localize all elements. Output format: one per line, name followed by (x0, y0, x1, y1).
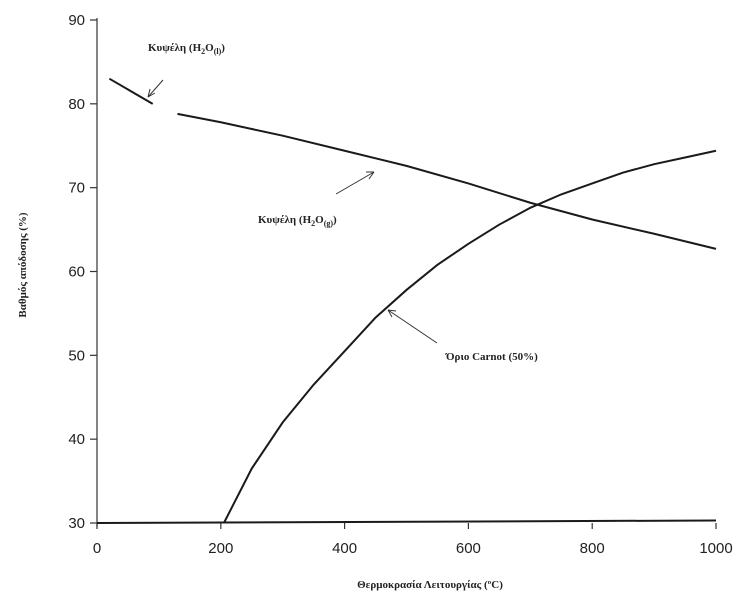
series-baseline (96, 519, 717, 524)
y-tick-label: 70 (68, 180, 85, 197)
y-tick-label: 60 (68, 264, 85, 281)
carnot-limit-arrow (387, 309, 438, 344)
x-axis-title: Θερμοκρασία Λειτουργίας (ºC) (357, 579, 503, 591)
y-tick-label: 80 (68, 96, 85, 113)
x-tick-label: 400 (332, 540, 357, 557)
gas-cell-label: Κυψέλη (H2O(g)) (258, 214, 337, 228)
x-axis-ticks: 0 200 400 600 800 1000 (93, 523, 733, 557)
liquid-cell-label: Κυψέλη (H2O(l)) (148, 42, 225, 56)
x-tick-label: 200 (208, 540, 233, 557)
liquid-cell-arrow (147, 79, 164, 98)
gas-cell-arrow (335, 171, 375, 195)
series-carnot-limit (223, 149, 717, 524)
y-tick-label: 50 (68, 347, 85, 364)
y-axis-ticks: 30 40 50 60 70 80 90 (68, 12, 97, 532)
x-tick-label: 800 (580, 540, 605, 557)
series-layer (96, 77, 717, 524)
y-tick-label: 40 (68, 431, 85, 448)
x-tick-label: 1000 (699, 540, 732, 557)
carnot-limit-label: Όριο Carnot (50%) (445, 351, 538, 363)
y-axis-title: Βαθμός απόδοσης (%) (17, 212, 29, 318)
y-tick-label: 90 (68, 12, 85, 29)
y-tick-label: 30 (68, 515, 85, 532)
series-liquid-water-cell (108, 77, 154, 105)
x-tick-label: 600 (456, 540, 481, 557)
series-gas-water-cell (177, 112, 717, 250)
x-tick-label: 0 (93, 540, 101, 557)
